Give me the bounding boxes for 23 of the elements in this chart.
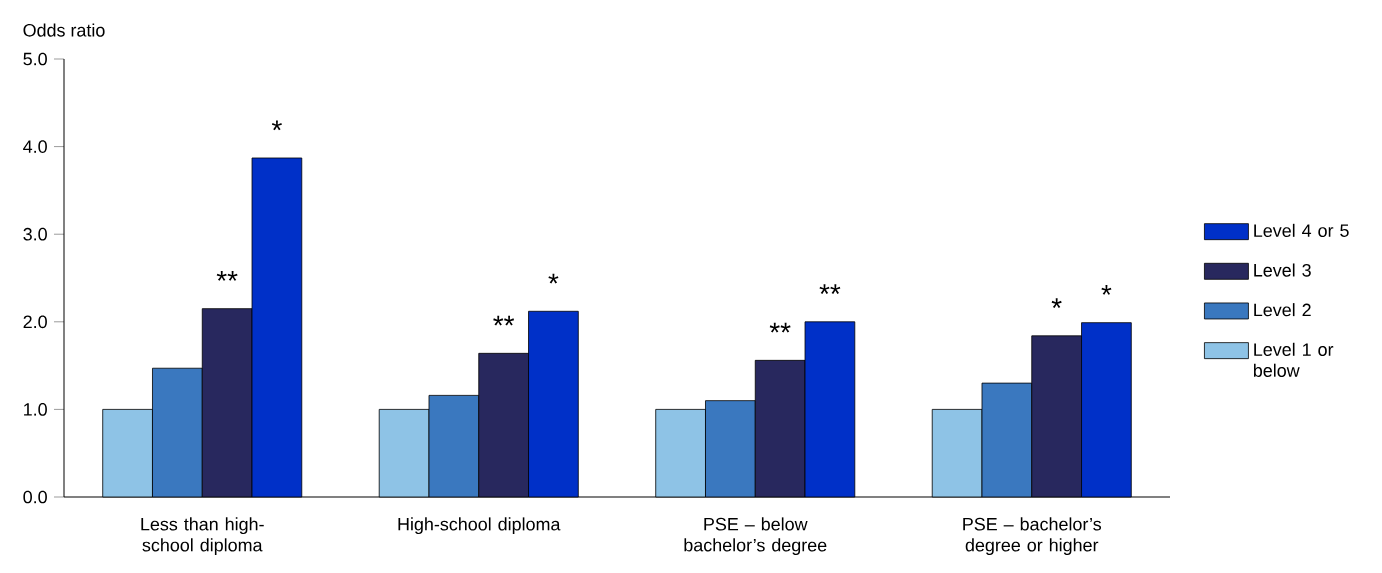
y-tick-label: 2.0 xyxy=(23,315,47,329)
x-tick-label: PSE – below bachelor’s degree xyxy=(684,517,827,556)
legend-label: Level 4 or 5 xyxy=(1254,223,1349,237)
y-tick-label: 0.0 xyxy=(23,490,47,504)
data-label: ** xyxy=(216,271,238,281)
data-label: * xyxy=(548,273,559,284)
data-label: * xyxy=(1051,298,1062,309)
y-tick-label: 3.0 xyxy=(23,227,47,241)
x-tick-label: Less than high-school diploma xyxy=(141,517,264,556)
legend-label: Level 2 xyxy=(1254,303,1311,317)
x-tick-label: High-school diploma xyxy=(398,517,561,535)
legend-label: Level 3 xyxy=(1254,263,1311,277)
y-tick-label: 5.0 xyxy=(23,52,47,66)
data-label: ** xyxy=(493,315,515,326)
data-label: ** xyxy=(769,322,791,333)
legend-label: Level 1 or below xyxy=(1253,342,1334,377)
data-label: * xyxy=(271,120,282,131)
y-tick-label: 1.0 xyxy=(24,403,47,416)
y-tick-label: 4.0 xyxy=(23,140,47,153)
data-label: * xyxy=(1101,285,1112,295)
y-axis-title: Odds ratio xyxy=(23,23,105,37)
x-tick-label: PSE – bachelor’s degree or higher xyxy=(963,517,1102,556)
data-label: ** xyxy=(819,284,841,294)
